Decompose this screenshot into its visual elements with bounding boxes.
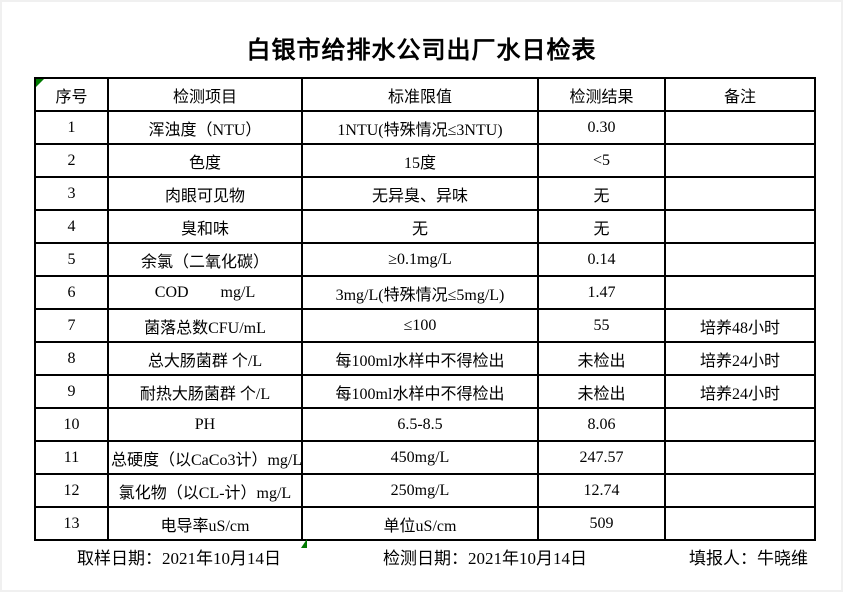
cell-limit: 15度 [301, 143, 539, 178]
cell-note [664, 506, 816, 541]
cell-limit: 单位uS/cm [301, 506, 539, 541]
cell-item: 总大肠菌群 个/L [107, 341, 303, 376]
cell-result: 无 [537, 209, 666, 244]
header-label-no: 序号 [55, 88, 88, 106]
cell-note [664, 275, 816, 310]
cell-item: COD mg/L [107, 275, 303, 310]
table-row: 7 菌落总数CFU/mL ≤100 55 培养48小时 [34, 308, 816, 343]
cell-limit: 每100ml水样中不得检出 [301, 341, 539, 376]
cell-note [664, 440, 816, 475]
cell-no: 2 [34, 143, 109, 178]
cell-limit: 无异臭、异味 [301, 176, 539, 211]
cell-no: 1 [34, 110, 109, 145]
table-row: 4 臭和味 无 无 [34, 209, 816, 244]
cell-note [664, 242, 816, 277]
inspection-table: 序号 检测项目 标准限值 检测结果 备注 1 浑浊度（NTU） 1NTU(特殊情… [34, 77, 816, 541]
cell-note [664, 143, 816, 178]
test-date: 检测日期：2021年10月14日 [383, 549, 587, 568]
cell-result: 未检出 [537, 374, 666, 409]
header-row: 序号 检测项目 标准限值 检测结果 备注 [34, 77, 816, 112]
cell-note [664, 209, 816, 244]
excel-bottom-flag-icon [301, 539, 307, 548]
cell-result: 247.57 [537, 440, 666, 475]
cell-item: 氯化物（以CL-计）mg/L [107, 473, 303, 508]
cell-no: 9 [34, 374, 109, 409]
reporter: 填报人：牛晓维 [689, 549, 808, 568]
cell-note [664, 473, 816, 508]
page-title: 白银市给排水公司出厂水日检表 [246, 36, 597, 64]
cell-limit: 250mg/L [301, 473, 539, 508]
table-row: 10 PH 6.5-8.5 8.06 [34, 407, 816, 442]
header-cell-no: 序号 [34, 77, 109, 112]
cell-no: 4 [34, 209, 109, 244]
footer: 取样日期：2021年10月14日 检测日期：2021年10月14日 填报人：牛晓… [34, 548, 814, 570]
cell-item: 臭和味 [107, 209, 303, 244]
cell-limit: 无 [301, 209, 539, 244]
cell-no: 13 [34, 506, 109, 541]
cell-note: 培养24小时 [664, 374, 816, 409]
cell-limit: 3mg/L(特殊情况≤5mg/L) [301, 275, 539, 310]
table-row: 1 浑浊度（NTU） 1NTU(特殊情况≤3NTU) 0.30 [34, 110, 816, 145]
cell-item: 肉眼可见物 [107, 176, 303, 211]
cell-no: 7 [34, 308, 109, 343]
cell-note [664, 110, 816, 145]
cell-limit: ≥0.1mg/L [301, 242, 539, 277]
cell-limit: 6.5-8.5 [301, 407, 539, 442]
cell-note [664, 407, 816, 442]
cell-no: 12 [34, 473, 109, 508]
table-row: 11 总硬度（以CaCo3计）mg/L 450mg/L 247.57 [34, 440, 816, 475]
table-row: 3 肉眼可见物 无异臭、异味 无 [34, 176, 816, 211]
cell-result: 0.30 [537, 110, 666, 145]
table-row: 5 余氯（二氧化碳） ≥0.1mg/L 0.14 [34, 242, 816, 277]
excel-corner-flag-icon [37, 80, 44, 87]
cell-no: 8 [34, 341, 109, 376]
cell-limit: ≤100 [301, 308, 539, 343]
header-cell-result: 检测结果 [537, 77, 666, 112]
cell-result: 无 [537, 176, 666, 211]
header-cell-item: 检测项目 [107, 77, 303, 112]
cell-result: 8.06 [537, 407, 666, 442]
header-cell-limit: 标准限值 [301, 77, 539, 112]
cell-note [664, 176, 816, 211]
cell-item: 耐热大肠菌群 个/L [107, 374, 303, 409]
cell-result: <5 [537, 143, 666, 178]
sampling-date: 取样日期：2021年10月14日 [77, 549, 281, 568]
cell-note: 培养24小时 [664, 341, 816, 376]
header-cell-note: 备注 [664, 77, 816, 112]
cell-no: 10 [34, 407, 109, 442]
cell-item: PH [107, 407, 303, 442]
table-row: 9 耐热大肠菌群 个/L 每100ml水样中不得检出 未检出 培养24小时 [34, 374, 816, 409]
cell-result: 509 [537, 506, 666, 541]
cell-no: 11 [34, 440, 109, 475]
cell-no: 3 [34, 176, 109, 211]
cell-result: 未检出 [537, 341, 666, 376]
cell-item: 菌落总数CFU/mL [107, 308, 303, 343]
cell-result: 1.47 [537, 275, 666, 310]
cell-result: 55 [537, 308, 666, 343]
cell-item: 浑浊度（NTU） [107, 110, 303, 145]
cell-result: 0.14 [537, 242, 666, 277]
table-row: 8 总大肠菌群 个/L 每100ml水样中不得检出 未检出 培养24小时 [34, 341, 816, 376]
table-row: 13 电导率uS/cm 单位uS/cm 509 [34, 506, 816, 541]
cell-item: 电导率uS/cm [107, 506, 303, 541]
cell-item: 总硬度（以CaCo3计）mg/L [107, 440, 303, 475]
cell-limit: 450mg/L [301, 440, 539, 475]
cell-note: 培养48小时 [664, 308, 816, 343]
cell-result: 12.74 [537, 473, 666, 508]
cell-item: 色度 [107, 143, 303, 178]
cell-limit: 1NTU(特殊情况≤3NTU) [301, 110, 539, 145]
cell-no: 6 [34, 275, 109, 310]
cell-item: 余氯（二氧化碳） [107, 242, 303, 277]
cell-limit: 每100ml水样中不得检出 [301, 374, 539, 409]
table-row: 2 色度 15度 <5 [34, 143, 816, 178]
cell-no: 5 [34, 242, 109, 277]
table-row: 6 COD mg/L 3mg/L(特殊情况≤5mg/L) 1.47 [34, 275, 816, 310]
table-row: 12 氯化物（以CL-计）mg/L 250mg/L 12.74 [34, 473, 816, 508]
